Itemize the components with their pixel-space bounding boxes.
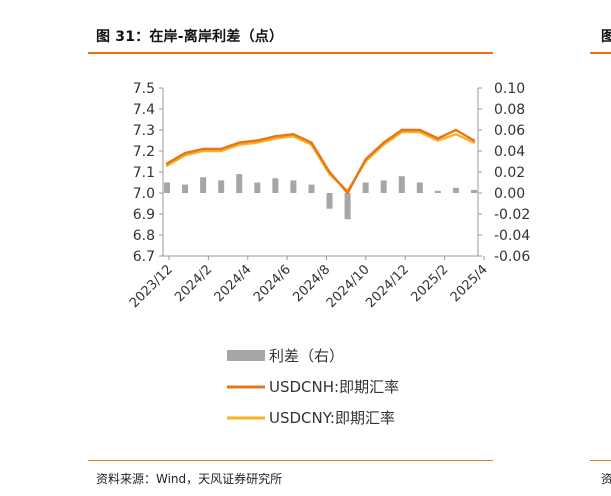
legend-label-spread: 利差（右） (269, 347, 344, 365)
spread-bar (471, 189, 477, 193)
right-tick-label: 0.02 (494, 165, 525, 181)
spread-bar (452, 187, 459, 193)
left-tick-label: 6.9 (133, 207, 155, 223)
usdcnh-line-point (310, 141, 313, 144)
right-tick-label: 0.06 (494, 123, 525, 139)
usdcny-line-point (454, 133, 458, 136)
title-divider (88, 52, 493, 54)
usdcny-line-point (436, 139, 440, 142)
usdcnh-line-point (472, 139, 476, 142)
usdcnh-line-point (256, 139, 259, 142)
spread-bar (398, 176, 405, 193)
right-tick-label: 0.10 (494, 81, 525, 97)
left-tick-label: 7.4 (133, 102, 155, 118)
spread-bar (218, 180, 225, 193)
right-tick-label: 0.00 (494, 186, 525, 202)
fx-lines (165, 128, 476, 195)
x-tick-label: 2023/12 (127, 262, 176, 311)
left-tick-label: 7.0 (133, 186, 155, 202)
usdcnh-line-point (418, 128, 422, 132)
spread-bar (182, 184, 189, 193)
chart-legend: 利差（右） USDCNH:即期汇率 USDCNY:即期汇率 (227, 347, 399, 427)
x-tick-label: 2024/12 (363, 262, 412, 311)
spread-bar (272, 178, 279, 193)
spread-bars (164, 174, 477, 220)
usdcny-line (166, 130, 475, 193)
usdcnh-line-point (201, 147, 205, 151)
next-figure-title-fragment: 图 (601, 29, 611, 45)
usdcnh-line-point (274, 135, 277, 138)
figure-title: 图 31：在岸-离岸利差（点） (96, 29, 284, 45)
spread-bar (434, 190, 441, 193)
left-tick-label: 7.5 (133, 81, 155, 97)
left-tick-label: 7.3 (133, 123, 155, 139)
x-tick-label: 2025/4 (448, 262, 491, 305)
usdcny-line-point (219, 149, 223, 153)
spread-bar (308, 184, 315, 193)
usdcny-line-point (201, 149, 205, 153)
usdcnh-line-point (328, 170, 331, 174)
spread-bar (290, 180, 297, 193)
right-tick-label: -0.04 (494, 228, 530, 244)
left-tick-label: 6.8 (133, 228, 155, 244)
usdcnh-line (166, 128, 475, 195)
spread-bar (362, 182, 369, 193)
footer-divider (88, 460, 493, 461)
usdcnh-line-point (364, 158, 367, 161)
usdcny-line-point (472, 141, 476, 144)
usdcny-line-point (165, 164, 169, 167)
usdcnh-line-point (292, 133, 295, 136)
next-figure-divider (590, 52, 611, 54)
right-tick-label: 0.04 (494, 144, 525, 160)
usdcnh-line-point (400, 128, 403, 132)
next-footer-divider (590, 460, 611, 461)
x-tick-label: 2025/2 (408, 262, 451, 305)
usdcnh-line-point (165, 162, 169, 165)
usdcnh-line-point (382, 141, 385, 144)
x-tick-label: 2024/6 (251, 262, 294, 305)
legend-label-usdcnh: USDCNH:即期汇率 (269, 378, 399, 396)
usdcnh-line-point (219, 147, 223, 151)
usdcnh-line-point (346, 191, 349, 195)
usdcnh-line-point (436, 137, 440, 140)
source-note: 资料来源：Wind，天风证券研究所 (96, 472, 283, 486)
right-tick-label: 0.08 (494, 102, 525, 118)
usdcnh-line-point (238, 141, 241, 144)
legend-swatch-spread (227, 350, 265, 361)
spread-bar (254, 182, 261, 193)
usdcny-line-point (274, 137, 277, 140)
spread-bar (236, 174, 243, 193)
right-tick-label: -0.06 (494, 249, 530, 265)
x-tick-label: 2024/4 (212, 262, 255, 305)
usdcnh-line-point (183, 151, 187, 155)
spread-bar (344, 193, 351, 220)
left-tick-label: 6.7 (133, 249, 155, 265)
left-tick-label: 7.2 (133, 144, 155, 160)
legend-label-usdcny: USDCNY:即期汇率 (269, 409, 395, 427)
spread-bar (380, 180, 387, 193)
next-source-fragment: 资 (601, 472, 611, 486)
spread-bar (200, 177, 207, 193)
spread-bar (416, 182, 423, 193)
right-tick-label: -0.02 (494, 207, 530, 223)
spread-bar (326, 193, 333, 209)
usdcnh-line-point (454, 128, 458, 132)
left-tick-label: 7.1 (133, 165, 155, 181)
spread-bar (164, 182, 170, 193)
spread-chart: 7.5 7.4 7.3 7.2 7.1 7.0 6.9 6.8 6.7 0.10 0.08 0.06 0… (127, 81, 530, 427)
chart-axes: 7.5 7.4 7.3 7.2 7.1 7.0 6.9 6.8 6.7 0.10 0.08 0.06 0… (127, 81, 530, 311)
usdcny-line-point (256, 141, 259, 144)
usdcny-line-point (238, 143, 241, 146)
x-tick-label: 2024/2 (172, 262, 215, 305)
